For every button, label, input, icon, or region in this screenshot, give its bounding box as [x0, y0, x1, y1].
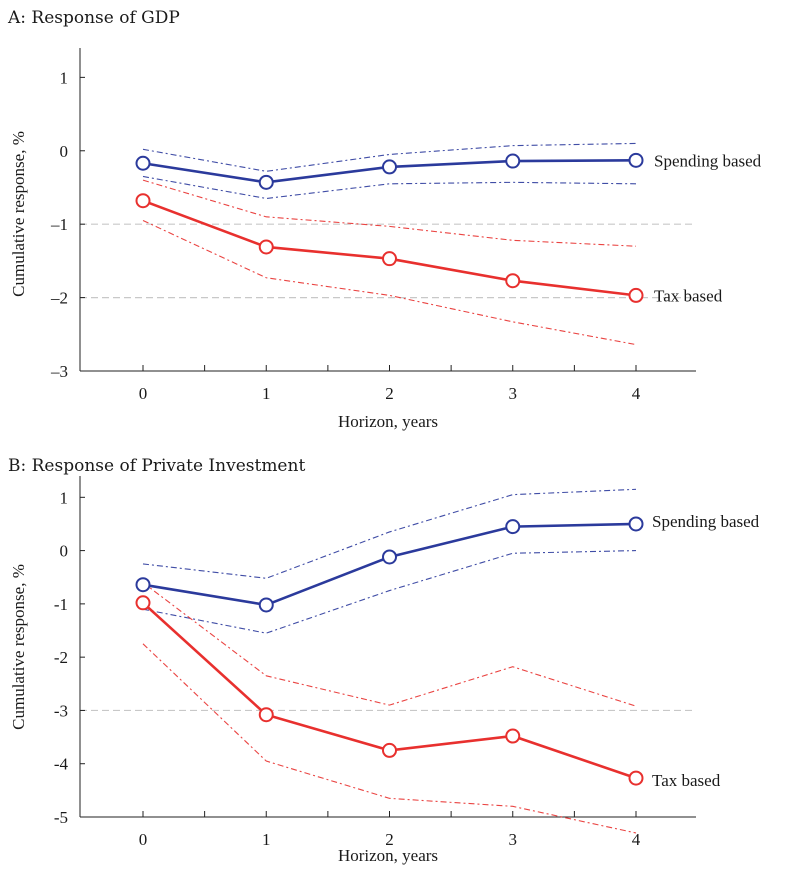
- confidence-band-upper: [142, 582, 637, 707]
- data-point: [628, 770, 644, 786]
- gdp-response-chart: 1 0 –1 –2 –3 0 1 2 3 4 Horizon, years Cumulative re…: [9, 48, 762, 431]
- panel-investment-response: B: Response of Private Investment 1 0 -1 -2…: [0, 440, 805, 871]
- investment-response-chart: 1 0 -1 -2 -3 -4 -5 0 1 2 3 4 Horizon, years Cumulativ…: [9, 476, 760, 865]
- data-point: [382, 742, 397, 758]
- panel-gdp-response: A: Response of GDP 1 0 –1 –2 –3 0 1 2 3 4 Horizon,…: [8, 8, 762, 431]
- x-tick-label: 3: [509, 830, 518, 849]
- data-point: [258, 239, 274, 255]
- x-tick-label: 2: [385, 830, 394, 849]
- x-tick-label: 0: [139, 384, 148, 403]
- y-axis-label: Cumulative response, %: [9, 131, 28, 297]
- data-point: [382, 549, 397, 565]
- data-point: [505, 153, 521, 169]
- y-tick-label: –2: [50, 289, 68, 308]
- y-tick-label: –1: [50, 215, 68, 234]
- data-point: [135, 577, 151, 593]
- data-point: [135, 155, 151, 171]
- data-point: [505, 273, 521, 289]
- series-line: [142, 199, 637, 297]
- x-axis-label: Horizon, years: [338, 846, 438, 865]
- y-tick-label: -4: [54, 755, 69, 774]
- data-point: [382, 159, 397, 175]
- data-point: [628, 152, 644, 168]
- series-label: Tax based: [654, 286, 723, 305]
- data-point: [382, 251, 397, 267]
- y-tick-label: 0: [60, 142, 69, 161]
- chart-title: B: Response of Private Investment: [8, 456, 306, 476]
- series-label: Spending based: [652, 512, 760, 531]
- data-point: [505, 519, 521, 535]
- x-tick-label: 4: [632, 384, 641, 403]
- chart-title: A: Response of GDP: [8, 8, 180, 28]
- y-tick-label: -1: [54, 595, 68, 614]
- y-tick-label: -5: [54, 808, 68, 827]
- series-label: Spending based: [654, 151, 762, 170]
- series-label: Tax based: [652, 771, 721, 790]
- confidence-band-lower: [142, 643, 637, 834]
- x-tick-label: 1: [262, 830, 271, 849]
- x-tick-label: 2: [385, 384, 394, 403]
- x-tick-label: 4: [632, 830, 641, 849]
- confidence-band-lower: [142, 220, 637, 346]
- y-tick-label: -2: [54, 648, 68, 667]
- y-tick-label: -3: [54, 701, 68, 720]
- y-axis-label: Cumulative response, %: [9, 564, 28, 730]
- data-point: [258, 174, 274, 190]
- data-point: [628, 287, 644, 303]
- x-axis-label: Horizon, years: [338, 412, 438, 431]
- confidence-band-upper: [142, 488, 637, 579]
- x-tick-label: 3: [509, 384, 518, 403]
- data-point: [258, 597, 274, 613]
- confidence-band-upper: [142, 179, 637, 247]
- y-tick-label: –3: [50, 362, 68, 381]
- y-tick-label: 0: [60, 542, 69, 561]
- data-point: [505, 728, 521, 744]
- confidence-band-lower: [142, 550, 637, 634]
- confidence-band-lower: [142, 175, 637, 200]
- y-tick-label: 1: [60, 488, 69, 507]
- y-tick-label: 1: [60, 68, 69, 87]
- data-point: [258, 707, 274, 723]
- data-point: [135, 193, 151, 209]
- data-point: [628, 516, 644, 532]
- data-point: [135, 595, 151, 611]
- x-tick-label: 0: [139, 830, 148, 849]
- x-tick-label: 1: [262, 384, 271, 403]
